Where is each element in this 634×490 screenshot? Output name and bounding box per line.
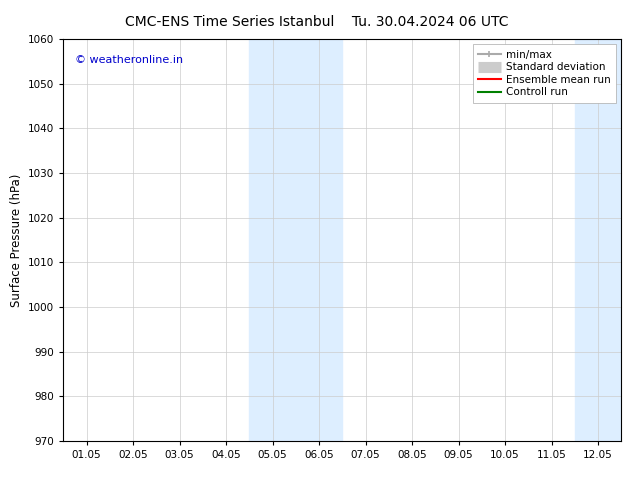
Bar — [575, 39, 621, 441]
Text: © weatheronline.in: © weatheronline.in — [75, 55, 183, 65]
Text: CMC-ENS Time Series Istanbul    Tu. 30.04.2024 06 UTC: CMC-ENS Time Series Istanbul Tu. 30.04.2… — [126, 15, 508, 29]
Legend: min/max, Standard deviation, Ensemble mean run, Controll run: min/max, Standard deviation, Ensemble me… — [473, 45, 616, 102]
Y-axis label: Surface Pressure (hPa): Surface Pressure (hPa) — [10, 173, 23, 307]
Bar — [249, 39, 342, 441]
